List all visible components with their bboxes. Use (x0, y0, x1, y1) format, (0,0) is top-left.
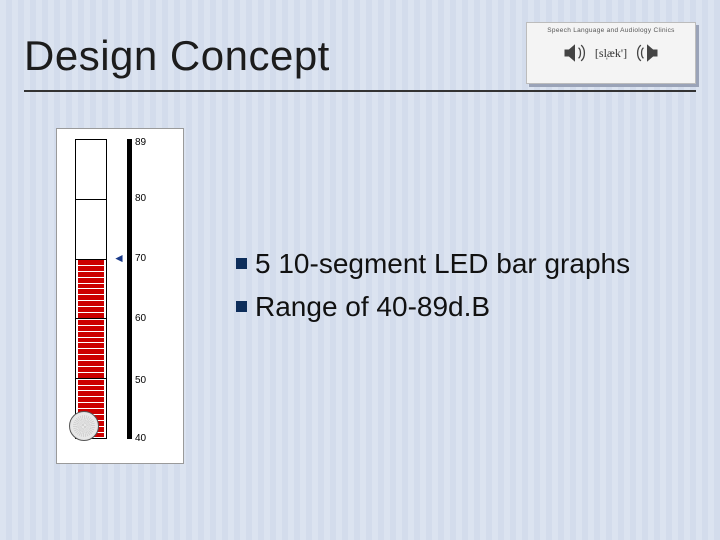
scale-label: 40 (135, 433, 146, 444)
led-segment (78, 361, 104, 366)
scale-label: 89 (135, 137, 146, 148)
bullet-square-icon (236, 258, 247, 269)
dial-icon (69, 411, 99, 441)
logo-arc-text: Speech Language and Audiology Clinics (527, 27, 695, 34)
led-segment (78, 391, 104, 396)
led-segment (78, 206, 104, 211)
scale-label: 70 (135, 253, 146, 264)
led-segment (78, 355, 104, 360)
led-segment (78, 380, 104, 385)
led-segment (78, 230, 104, 235)
led-segment (78, 241, 104, 246)
led-segment (78, 141, 104, 146)
led-segment (78, 332, 104, 337)
led-segment (78, 338, 104, 343)
led-segment (78, 224, 104, 229)
led-segment (78, 326, 104, 331)
bullet-square-icon (236, 301, 247, 312)
list-item: Range of 40-89d.B (236, 289, 686, 324)
led-block (76, 200, 106, 260)
led-segment (78, 152, 104, 157)
scale-label: 80 (135, 193, 146, 204)
led-segment (78, 272, 104, 277)
led-segment (78, 158, 104, 163)
led-segment (78, 164, 104, 169)
scale-label: 50 (135, 375, 146, 386)
led-segment (78, 200, 104, 205)
title-rule (24, 90, 696, 92)
led-segment (78, 188, 104, 193)
led-segment (78, 397, 104, 402)
led-segment (78, 193, 104, 198)
level-marker-icon: ◄ (113, 251, 125, 265)
led-segment (78, 253, 104, 258)
led-segment (78, 289, 104, 294)
led-segment (78, 307, 104, 312)
led-column (75, 139, 107, 439)
led-segment (78, 301, 104, 306)
led-segment (78, 212, 104, 217)
led-segment (78, 260, 104, 265)
speaker-right-icon (633, 39, 661, 67)
led-segment (78, 343, 104, 348)
led-segment (78, 278, 104, 283)
reference-bar (127, 139, 132, 439)
led-segment (78, 386, 104, 391)
led-block (76, 260, 106, 320)
led-segment (78, 247, 104, 252)
led-segment (78, 295, 104, 300)
led-segment (78, 349, 104, 354)
list-item: 5 10-segment LED bar graphs (236, 246, 686, 281)
led-block (76, 140, 106, 200)
led-bargraph-figure: 89 80 70 60 50 40 ◄ (56, 128, 184, 464)
logo: Speech Language and Audiology Clinics [s… (526, 22, 696, 84)
led-segment (78, 218, 104, 223)
led-segment (78, 373, 104, 378)
speaker-left-icon (561, 39, 589, 67)
led-segment (78, 176, 104, 181)
led-segment (78, 320, 104, 325)
led-segment (78, 170, 104, 175)
led-segment (78, 266, 104, 271)
scale-label: 60 (135, 313, 146, 324)
led-segment (78, 313, 104, 318)
led-segment (78, 403, 104, 408)
bullet-text: 5 10-segment LED bar graphs (255, 246, 630, 281)
bullet-list: 5 10-segment LED bar graphs Range of 40-… (236, 246, 686, 332)
led-segment (78, 182, 104, 187)
led-block (76, 319, 106, 379)
led-segment (78, 367, 104, 372)
led-segment (78, 146, 104, 151)
led-segment (78, 236, 104, 241)
logo-ipa: [sl̩æk'] (595, 46, 627, 61)
bullet-text: Range of 40-89d.B (255, 289, 490, 324)
led-segment (78, 284, 104, 289)
